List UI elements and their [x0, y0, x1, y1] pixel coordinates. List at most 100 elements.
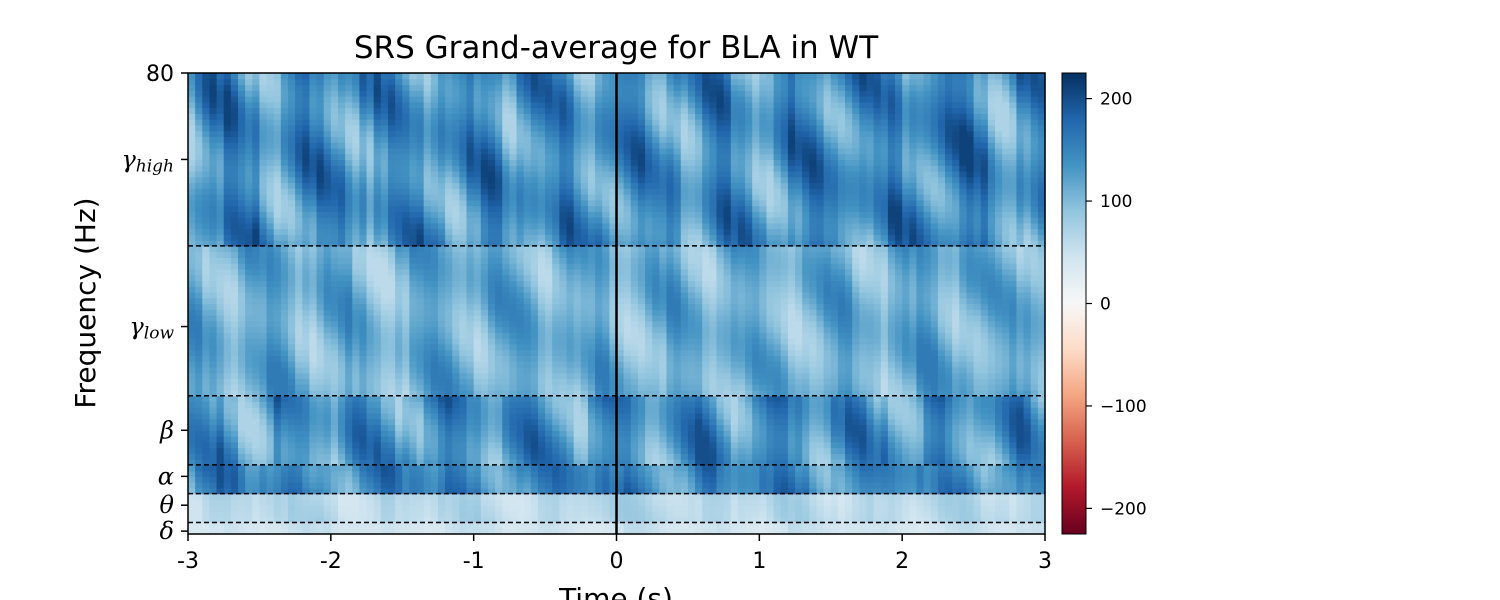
heatmap-cell	[295, 493, 303, 501]
heatmap-cell	[188, 384, 196, 391]
heatmap-cell	[430, 470, 439, 477]
heatmap-cell	[666, 291, 675, 299]
heatmap-cell	[730, 349, 739, 356]
heatmap-cell	[609, 372, 618, 380]
heatmap-cell	[602, 343, 610, 351]
heatmap-cell	[252, 372, 261, 380]
heatmap-cell	[237, 372, 246, 380]
heatmap-cell	[609, 476, 618, 483]
heatmap-cell	[452, 291, 460, 299]
heatmap-cell	[845, 510, 853, 518]
heatmap-cell	[495, 522, 503, 529]
heatmap-cell	[280, 430, 289, 437]
heatmap-cell	[1037, 522, 1046, 529]
heatmap-cell	[816, 505, 825, 512]
heatmap-cell	[552, 303, 560, 310]
heatmap-cell	[995, 401, 1003, 408]
heatmap-cell	[745, 361, 753, 368]
heatmap-cell	[580, 522, 589, 529]
heatmap-cell	[545, 303, 553, 310]
heatmap-cell	[773, 349, 782, 356]
heatmap-cell	[459, 384, 468, 391]
heatmap-cell	[480, 315, 489, 322]
heatmap-cell	[523, 476, 532, 483]
heatmap-cell	[952, 395, 960, 403]
heatmap-cell	[309, 505, 318, 512]
heatmap-cell	[695, 487, 703, 495]
heatmap-cell	[652, 436, 660, 443]
heatmap-cell	[509, 401, 518, 408]
heatmap-cell	[630, 510, 639, 518]
heatmap-cell	[537, 297, 546, 305]
heatmap-cell	[345, 384, 353, 391]
heatmap-cell	[745, 522, 753, 529]
heatmap-cell	[666, 378, 675, 385]
heatmap-cell	[845, 401, 853, 408]
heatmap-cell	[909, 389, 918, 397]
heatmap-cell	[295, 430, 303, 437]
heatmap-cell	[1037, 459, 1046, 466]
heatmap-cell	[637, 459, 646, 466]
heatmap-cell	[323, 349, 332, 356]
heatmap-cell	[537, 355, 546, 362]
heatmap-cell	[773, 441, 782, 449]
heatmap-cell	[502, 372, 510, 380]
heatmap-cell	[952, 349, 960, 356]
heatmap-cell	[630, 332, 639, 339]
heatmap-cell	[587, 510, 596, 518]
heatmap-cell	[530, 332, 539, 339]
heatmap-cell	[273, 407, 282, 414]
heatmap-cell	[645, 366, 653, 374]
heatmap-cell	[959, 332, 968, 339]
heatmap-cell	[887, 459, 896, 466]
heatmap-cell	[273, 349, 282, 356]
heatmap-cell	[266, 297, 275, 305]
heatmap-cell	[509, 343, 518, 351]
heatmap-cell	[352, 482, 360, 489]
heatmap-cell	[509, 476, 518, 483]
heatmap-cell	[273, 303, 282, 310]
heatmap-cell	[752, 326, 760, 333]
heatmap-cell	[230, 522, 239, 529]
heatmap-cell	[809, 378, 818, 385]
heatmap-cell	[659, 384, 668, 391]
heatmap-cell	[687, 459, 696, 466]
heatmap-cell	[616, 338, 625, 345]
heatmap-cell	[230, 361, 239, 368]
heatmap-cell	[273, 453, 282, 460]
heatmap-cell	[637, 510, 646, 518]
heatmap-cell	[473, 476, 482, 483]
heatmap-cell	[723, 297, 732, 305]
heatmap-cell	[887, 476, 896, 483]
heatmap-cell	[945, 389, 953, 397]
heatmap-cell	[195, 401, 203, 408]
heatmap-cell	[409, 372, 418, 380]
heatmap-cell	[987, 355, 996, 362]
heatmap-cell	[687, 366, 696, 374]
heatmap-cell	[1016, 453, 1025, 460]
heatmap-cell	[880, 395, 889, 403]
heatmap-cell	[445, 499, 453, 506]
heatmap-cell	[423, 315, 432, 322]
heatmap-cell	[545, 476, 553, 483]
heatmap-cell	[709, 453, 718, 460]
heatmap-cell	[380, 366, 389, 374]
heatmap-cell	[595, 395, 603, 403]
heatmap-cell	[359, 291, 368, 299]
heatmap-cell	[673, 493, 682, 501]
heatmap-cell	[695, 470, 703, 477]
heatmap-cell	[916, 441, 925, 449]
heatmap-cell	[430, 349, 439, 356]
heatmap-cell	[573, 510, 582, 518]
heatmap-cell	[959, 297, 968, 305]
heatmap-cell	[545, 453, 553, 460]
heatmap-cell	[295, 338, 303, 345]
heatmap-cell	[816, 436, 825, 443]
heatmap-cell	[537, 482, 546, 489]
heatmap-cell	[587, 516, 596, 524]
heatmap-cell	[830, 389, 839, 397]
heatmap-cell	[473, 453, 482, 460]
heatmap-cell	[409, 297, 418, 305]
heatmap-cell	[245, 453, 253, 460]
heatmap-cell	[802, 430, 810, 437]
